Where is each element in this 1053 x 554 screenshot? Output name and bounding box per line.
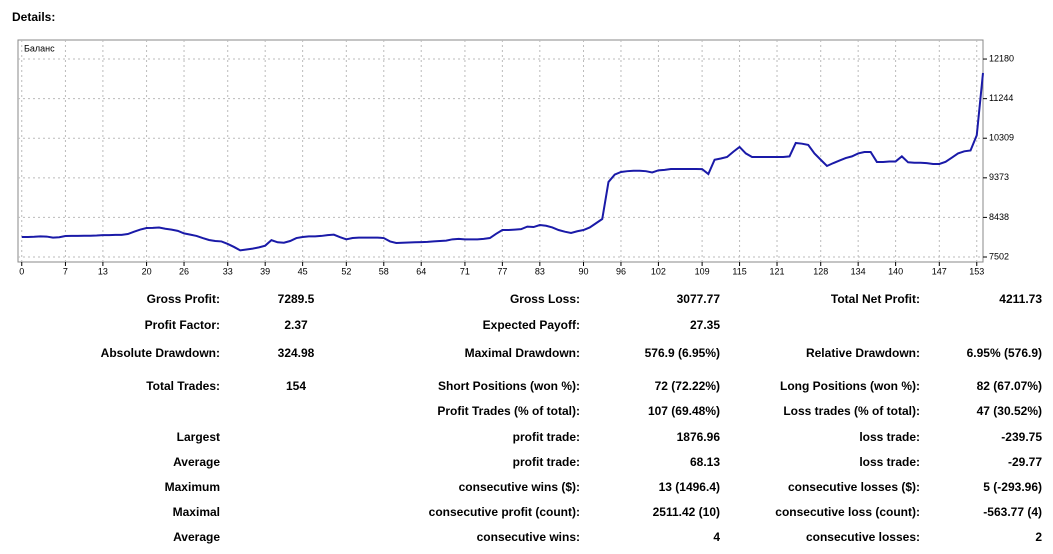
x-tick-label: 52 (341, 266, 351, 276)
y-tick-label: 12180 (989, 53, 1014, 63)
cell-label: profit trade: (513, 430, 580, 444)
balance-line (21, 72, 984, 252)
cell-value: 3077.77 (677, 292, 721, 306)
cell-label: profit trade: (513, 455, 580, 469)
cell-label: Average (173, 530, 220, 544)
x-tick-label: 13 (98, 266, 108, 276)
cell-value: 6.95% (576.9) (967, 346, 1042, 360)
y-tick-label: 7502 (989, 251, 1009, 261)
x-tick-label: 134 (851, 266, 866, 276)
y-tick-label: 9373 (989, 172, 1009, 182)
cell-value: 2511.42 (10) (653, 505, 720, 519)
cell-value: -563.77 (4) (983, 505, 1042, 519)
chart-label: Баланс (24, 43, 55, 53)
cell-value: 2.37 (284, 318, 308, 332)
cell-label: Long Positions (won %): (780, 379, 920, 393)
cell-label: Relative Drawdown: (806, 346, 920, 360)
x-tick-label: 90 (579, 266, 589, 276)
cell-value: 324.98 (278, 346, 315, 360)
x-tick-label: 20 (142, 266, 152, 276)
y-tick-label: 10309 (989, 133, 1014, 143)
cell-label: consecutive wins: (477, 530, 580, 544)
cell-label: Profit Factor: (145, 318, 220, 332)
cell-label: Total Trades: (146, 379, 220, 393)
x-tick-label: 45 (298, 266, 308, 276)
x-tick-label: 147 (932, 266, 947, 276)
cell-value: 4 (713, 530, 720, 544)
x-tick-label: 39 (260, 266, 270, 276)
cell-label: consecutive wins ($): (459, 480, 580, 494)
x-tick-label: 58 (379, 266, 389, 276)
cell-label: Average (173, 455, 220, 469)
x-tick-label: 109 (695, 266, 710, 276)
x-tick-label: 33 (223, 266, 233, 276)
cell-value: 27.35 (690, 318, 720, 332)
cell-label: Expected Payoff: (483, 318, 580, 332)
x-tick-label: 140 (888, 266, 903, 276)
cell-value: 47 (30.52%) (977, 404, 1042, 418)
cell-value: 576.9 (6.95%) (645, 346, 720, 360)
y-tick-label: 8438 (989, 212, 1009, 222)
cell-label: consecutive profit (count): (429, 505, 580, 519)
cell-label: Gross Loss: (510, 292, 580, 306)
heading: Details: (12, 10, 55, 24)
cell-label: consecutive losses: (806, 530, 920, 544)
x-tick-label: 96 (616, 266, 626, 276)
x-tick-label: 0 (19, 266, 24, 276)
cell-value: 107 (69.48%) (648, 404, 720, 418)
x-tick-label: 77 (497, 266, 507, 276)
cell-label: Absolute Drawdown: (101, 346, 220, 360)
cell-label: Maximum (165, 480, 220, 494)
chart-frame (17, 39, 984, 263)
y-tick-label: 11244 (989, 93, 1013, 103)
cell-label: Gross Profit: (147, 292, 220, 306)
x-tick-label: 102 (651, 266, 666, 276)
cell-label: loss trade: (859, 430, 920, 444)
cell-label: Maximal Drawdown: (465, 346, 580, 360)
cell-label: Largest (177, 430, 220, 444)
cell-value: 4211.73 (999, 292, 1042, 306)
cell-value: 82 (67.07%) (977, 379, 1042, 393)
cell-value: 5 (-293.96) (983, 480, 1042, 494)
x-tick-label: 128 (813, 266, 828, 276)
cell-value: 72 (72.22%) (655, 379, 720, 393)
cell-value: 13 (1496.4) (659, 480, 720, 494)
cell-value: 68.13 (690, 455, 720, 469)
x-tick-label: 153 (969, 266, 984, 276)
x-tick-label: 7 (63, 266, 68, 276)
cell-label: consecutive loss (count): (775, 505, 920, 519)
cell-label: Short Positions (won %): (438, 379, 580, 393)
cell-value: 154 (286, 379, 306, 393)
cell-label: Maximal (173, 505, 220, 519)
x-tick-label: 26 (179, 266, 189, 276)
cell-label: Loss trades (% of total): (783, 404, 920, 418)
x-tick-label: 83 (535, 266, 545, 276)
cell-label: Profit Trades (% of total): (437, 404, 580, 418)
cell-label: Total Net Profit: (831, 292, 920, 306)
cell-value: 7289.5 (278, 292, 315, 306)
x-tick-label: 71 (460, 266, 470, 276)
cell-label: loss trade: (859, 455, 920, 469)
cell-value: 2 (1035, 530, 1042, 544)
x-tick-label: 115 (732, 266, 746, 276)
cell-value: -239.75 (1001, 430, 1042, 444)
cell-value: -29.77 (1008, 455, 1042, 469)
cell-label: consecutive losses ($): (788, 480, 920, 494)
x-tick-label: 121 (770, 266, 785, 276)
cell-value: 1876.96 (677, 430, 721, 444)
x-tick-label: 64 (416, 266, 426, 276)
